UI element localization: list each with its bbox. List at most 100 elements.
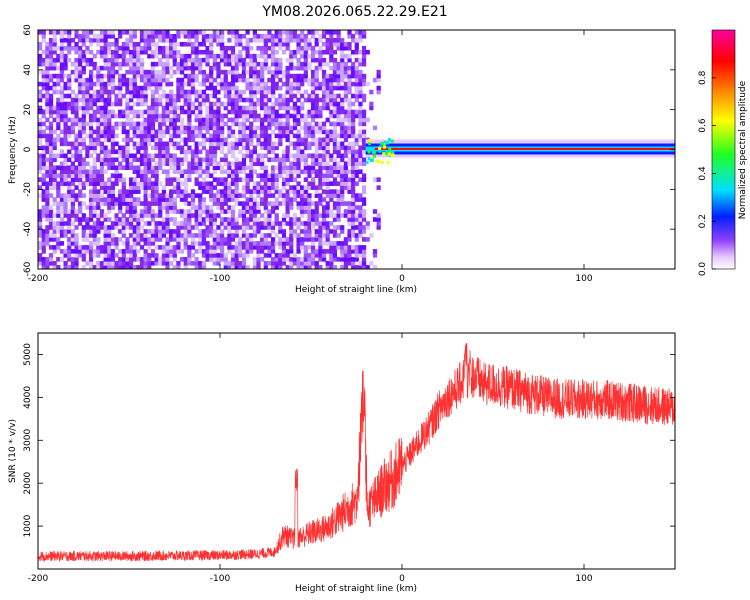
spectrogram-cell [340, 193, 345, 198]
spectrogram-cell [161, 65, 166, 71]
spectrogram-cell [201, 241, 207, 246]
spectrogram-cell [41, 197, 46, 202]
spectrogram-cell [296, 257, 301, 262]
spectrogram-cell [125, 89, 130, 95]
spectrogram-cell [238, 37, 243, 43]
spectrogram-cell [311, 129, 316, 135]
spectrogram-cell [289, 89, 294, 95]
spectrogram-cell [201, 189, 207, 194]
spectrogram-cell [296, 33, 301, 39]
spectrogram-cell [158, 233, 163, 238]
spectrogram-cell [92, 37, 97, 43]
spectrogram-cell [110, 57, 116, 63]
spectrogram-cell [136, 169, 141, 174]
spectrogram-cell [107, 225, 112, 230]
spectrogram-cell [267, 249, 272, 254]
spectrogram-cell [81, 81, 86, 87]
spectrogram-cell [198, 197, 203, 202]
spectrogram-cell [110, 181, 116, 186]
spectrogram-cell [136, 165, 141, 171]
spectrogram-cell [88, 97, 94, 103]
spectrogram-cell [118, 85, 123, 91]
spectrogram-cell [241, 229, 247, 234]
spectrogram-cell [281, 249, 287, 254]
spectrogram-cell [234, 65, 239, 71]
spectrogram-cell [143, 149, 148, 155]
spectrogram-cell [63, 173, 68, 178]
spectrogram-cell [209, 85, 214, 91]
spectrogram-cell [321, 253, 327, 258]
spectrogram-cell [121, 41, 126, 47]
spectrogram-cell [252, 33, 257, 39]
spectrogram-cell [347, 125, 352, 131]
spectrogram-cell [121, 225, 126, 230]
spectrogram-cell [241, 241, 247, 246]
spectrogram-cell [216, 257, 221, 262]
spectrogram-cell [281, 237, 287, 242]
spectrogram-cell [227, 133, 232, 139]
spectrogram-cell [241, 217, 247, 222]
spectrogram-cell [216, 141, 221, 147]
spectrogram-cell [361, 30, 367, 35]
spectrogram-cell [249, 141, 254, 147]
spectrogram-cell [220, 45, 225, 51]
spectrogram-cell [205, 109, 210, 115]
spectrogram-cell [252, 225, 257, 230]
spectrogram-cell [332, 69, 338, 75]
spectrogram-cell [99, 261, 105, 266]
spectrogram-cell [220, 221, 225, 226]
spectrogram-cell [307, 233, 312, 238]
spectrogram-cell [125, 49, 130, 55]
spectrogram-cell [56, 201, 61, 206]
spectrogram-cell [238, 121, 243, 127]
spectrogram-cell [256, 61, 261, 67]
spectrogram-cell [194, 193, 199, 198]
spectrogram-cell [41, 249, 46, 254]
spectrogram-cell [256, 157, 261, 163]
spectrogram-cell [270, 77, 276, 83]
spectrogram-cell [59, 37, 65, 43]
spectrogram-cell [347, 221, 352, 226]
spectrogram-cell [351, 197, 356, 202]
spectrogram-cell [92, 145, 97, 151]
spectrogram-cell [96, 221, 101, 226]
signal-speckle [387, 138, 391, 142]
spectrogram-cell [234, 109, 239, 115]
spectrogram-x-label: Height of straight line (km) [295, 285, 417, 295]
spectrogram-cell [209, 161, 214, 167]
spectrogram-cell [321, 145, 327, 151]
spectrogram-cell [263, 237, 268, 242]
spectrogram-cell [99, 201, 105, 206]
spectrogram-cell [121, 193, 126, 198]
spectrogram-cell [321, 149, 327, 155]
spectrogram-cell [296, 185, 301, 190]
spectrogram-cell [361, 45, 367, 51]
spectrogram-cell [354, 153, 359, 159]
spectrogram-cell [136, 157, 141, 163]
spectrogram-cell [176, 85, 181, 91]
spectrogram-cell [139, 217, 145, 222]
spectrogram-cell [201, 145, 207, 151]
spectrogram-cell [88, 81, 94, 87]
spectrogram-cell [230, 181, 236, 186]
signal-speckle [378, 145, 382, 149]
spectrogram-cell [147, 221, 152, 226]
spectrogram-cell [227, 173, 232, 178]
spectrogram-cell [376, 217, 381, 222]
spectrogram-cell [227, 69, 232, 75]
spectrogram-cell [63, 205, 68, 210]
spectrogram-cell [70, 265, 75, 269]
spectrogram-cell [347, 141, 352, 147]
spectrogram-cell [252, 93, 257, 99]
spectrogram-cell [325, 133, 330, 139]
spectrogram-cell [92, 113, 97, 119]
spectrogram-cell [78, 205, 83, 210]
spectrogram-cell [347, 229, 352, 234]
spectrogram-cell [274, 205, 279, 210]
spectrogram-cell [260, 121, 265, 127]
spectrogram-cell [274, 109, 279, 115]
spectrogram-cell [172, 33, 177, 39]
spectrogram-cell [118, 261, 123, 266]
spectrogram-cell [307, 225, 312, 230]
spectrogram-cell [110, 189, 116, 194]
